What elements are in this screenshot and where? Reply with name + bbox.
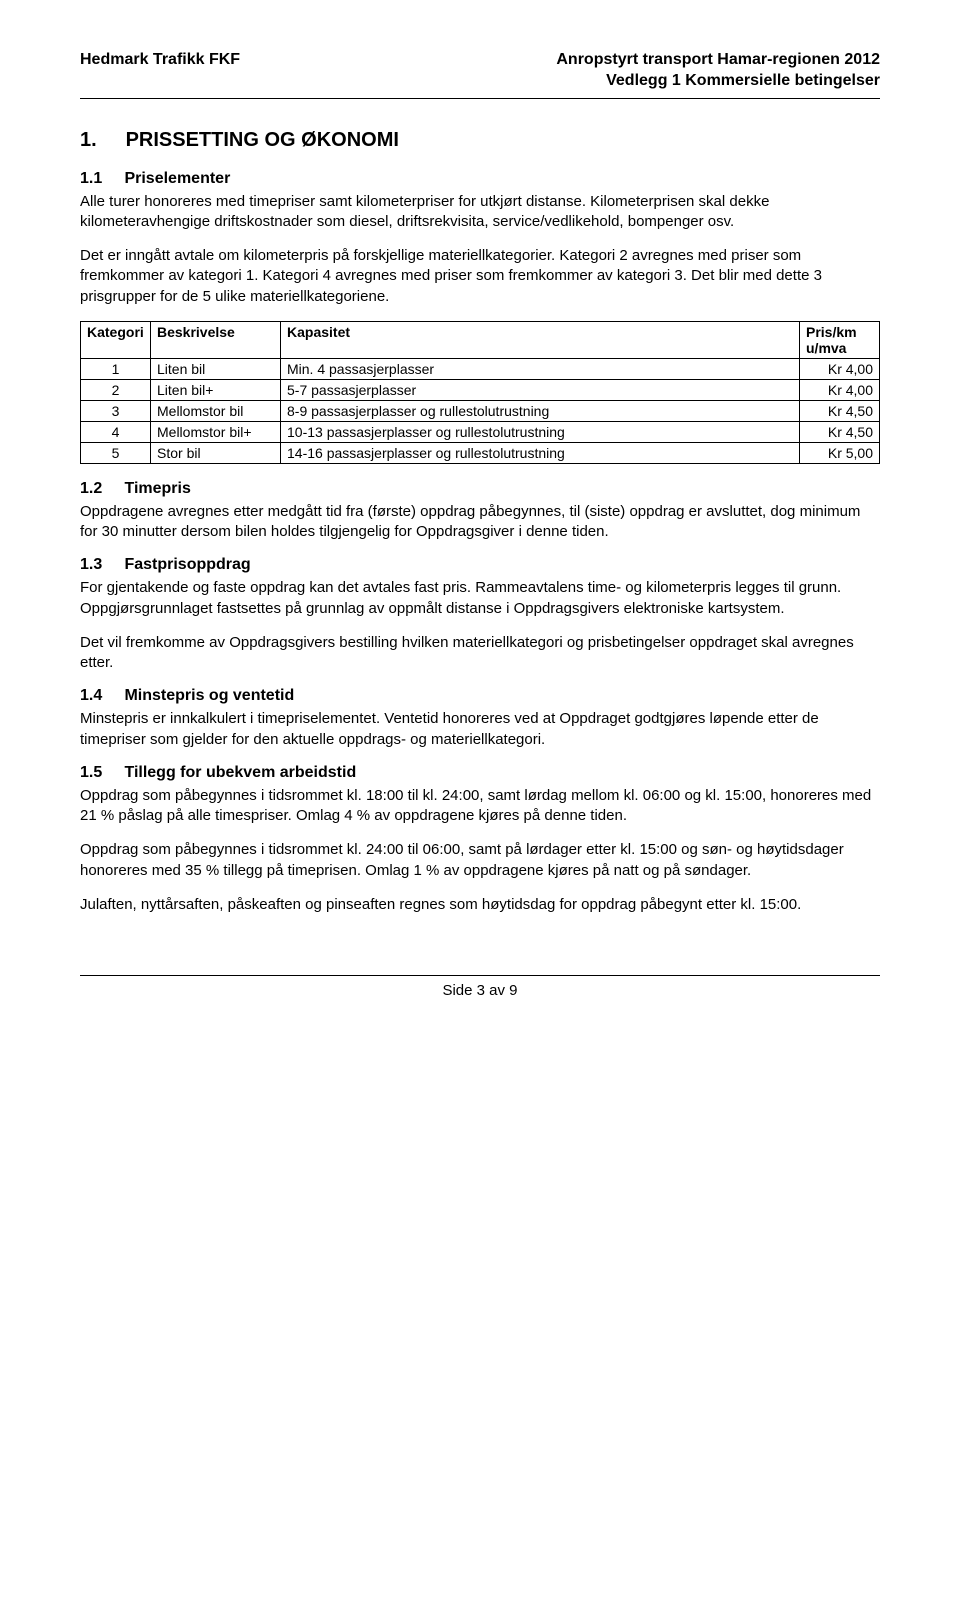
header-right: Anropstyrt transport Hamar-regionen 2012… — [556, 50, 880, 92]
cell-besk: Stor bil — [151, 442, 281, 463]
subsection-1-5-number: 1.5 — [80, 764, 120, 782]
th-pris: Pris/km u/mva — [800, 321, 880, 358]
cell-kat: 2 — [81, 379, 151, 400]
subsection-1-5-title: Tillegg for ubekvem arbeidstid — [124, 764, 356, 781]
cell-kap: Min. 4 passasjerplasser — [281, 358, 800, 379]
subsection-1-2-heading: 1.2 Timepris — [80, 480, 880, 498]
subsection-1-1-title: Priselementer — [124, 170, 230, 187]
cell-pris: Kr 4,50 — [800, 421, 880, 442]
subsection-1-1-heading: 1.1 Priselementer — [80, 170, 880, 188]
table-row: 3 Mellomstor bil 8-9 passasjerplasser og… — [81, 400, 880, 421]
subsection-1-2-number: 1.2 — [80, 480, 120, 498]
s12-paragraph-1: Oppdragene avregnes etter medgått tid fr… — [80, 502, 880, 543]
cell-pris: Kr 5,00 — [800, 442, 880, 463]
section-1-number: 1. — [80, 129, 120, 152]
s11-paragraph-1: Alle turer honoreres med timepriser samt… — [80, 192, 880, 233]
th-kategori: Kategori — [81, 321, 151, 358]
th-beskrivelse: Beskrivelse — [151, 321, 281, 358]
subsection-1-4-heading: 1.4 Minstepris og ventetid — [80, 687, 880, 705]
cell-kat: 4 — [81, 421, 151, 442]
s15-paragraph-3: Julaften, nyttårsaften, påskeaften og pi… — [80, 895, 880, 915]
subsection-1-1-number: 1.1 — [80, 170, 120, 188]
cell-kap: 5-7 passasjerplasser — [281, 379, 800, 400]
page-header: Hedmark Trafikk FKF Anropstyrt transport… — [80, 50, 880, 92]
table-row: 4 Mellomstor bil+ 10-13 passasjerplasser… — [81, 421, 880, 442]
cell-kap: 8-9 passasjerplasser og rullestolutrustn… — [281, 400, 800, 421]
cell-besk: Mellomstor bil — [151, 400, 281, 421]
header-right-line1: Anropstyrt transport Hamar-regionen 2012 — [556, 50, 880, 71]
s15-paragraph-1: Oppdrag som påbegynnes i tidsrommet kl. … — [80, 786, 880, 827]
s14-paragraph-1: Minstepris er innkalkulert i timeprisele… — [80, 709, 880, 750]
price-table: Kategori Beskrivelse Kapasitet Pris/km u… — [80, 321, 880, 464]
subsection-1-4-number: 1.4 — [80, 687, 120, 705]
cell-kap: 10-13 passasjerplasser og rullestolutrus… — [281, 421, 800, 442]
header-divider — [80, 98, 880, 99]
subsection-1-4-title: Minstepris og ventetid — [124, 687, 294, 704]
section-1-text: PRISSETTING OG ØKONOMI — [126, 129, 399, 151]
cell-kat: 1 — [81, 358, 151, 379]
cell-pris: Kr 4,00 — [800, 379, 880, 400]
subsection-1-2-title: Timepris — [124, 480, 190, 497]
subsection-1-3-title: Fastprisoppdrag — [124, 556, 250, 573]
header-left: Hedmark Trafikk FKF — [80, 50, 240, 71]
s15-paragraph-2: Oppdrag som påbegynnes i tidsrommet kl. … — [80, 840, 880, 881]
section-1-title: 1. PRISSETTING OG ØKONOMI — [80, 129, 880, 152]
s11-paragraph-2: Det er inngått avtale om kilometerpris p… — [80, 246, 880, 307]
header-right-line2: Vedlegg 1 Kommersielle betingelser — [556, 71, 880, 92]
cell-besk: Mellomstor bil+ — [151, 421, 281, 442]
subsection-1-3-number: 1.3 — [80, 556, 120, 574]
subsection-1-3-heading: 1.3 Fastprisoppdrag — [80, 556, 880, 574]
cell-kat: 5 — [81, 442, 151, 463]
s13-paragraph-2: Det vil fremkomme av Oppdragsgivers best… — [80, 633, 880, 674]
cell-pris: Kr 4,00 — [800, 358, 880, 379]
table-header-row: Kategori Beskrivelse Kapasitet Pris/km u… — [81, 321, 880, 358]
cell-besk: Liten bil+ — [151, 379, 281, 400]
th-kapasitet: Kapasitet — [281, 321, 800, 358]
s13-paragraph-1: For gjentakende og faste oppdrag kan det… — [80, 578, 880, 619]
table-row: 2 Liten bil+ 5-7 passasjerplasser Kr 4,0… — [81, 379, 880, 400]
subsection-1-5-heading: 1.5 Tillegg for ubekvem arbeidstid — [80, 764, 880, 782]
footer-divider — [80, 975, 880, 976]
cell-kat: 3 — [81, 400, 151, 421]
table-row: 1 Liten bil Min. 4 passasjerplasser Kr 4… — [81, 358, 880, 379]
table-row: 5 Stor bil 14-16 passasjerplasser og rul… — [81, 442, 880, 463]
cell-besk: Liten bil — [151, 358, 281, 379]
page-footer: Side 3 av 9 — [80, 982, 880, 999]
cell-pris: Kr 4,50 — [800, 400, 880, 421]
cell-kap: 14-16 passasjerplasser og rullestolutrus… — [281, 442, 800, 463]
